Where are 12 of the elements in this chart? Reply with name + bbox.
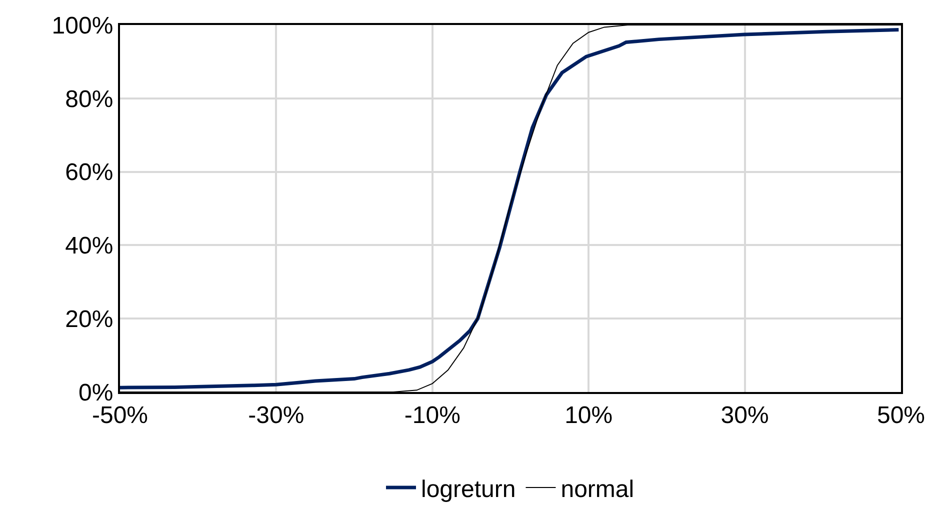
y-tick-label: 60% [65,159,114,186]
legend-label: normal [560,476,634,503]
y-tick-label: 80% [65,86,114,113]
x-tick-label: 50% [876,402,926,429]
x-tick-label: -10% [404,402,460,429]
y-tick-label: 100% [52,12,114,40]
legend-label: logreturn [421,476,516,503]
x-tick-label: 10% [564,402,613,429]
x-tick-label: 30% [720,402,769,429]
x-tick-label: -30% [248,402,304,429]
y-tick-label: 40% [65,232,114,260]
y-tick-label: 20% [65,306,114,333]
